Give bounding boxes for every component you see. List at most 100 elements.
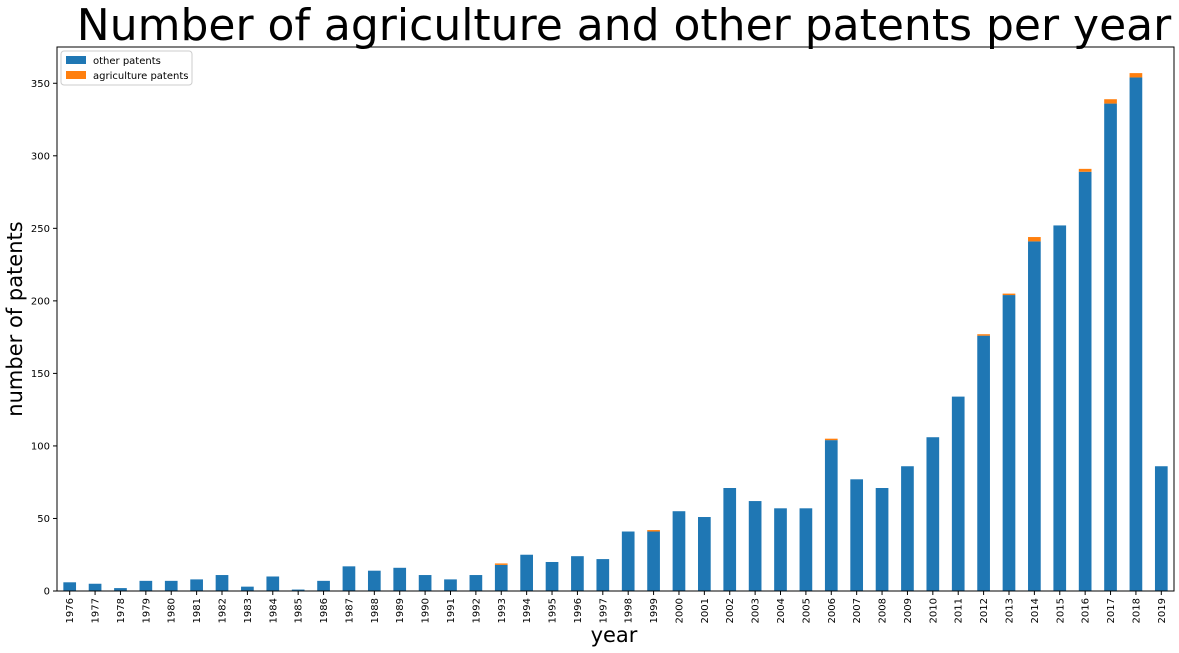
bar-other-1988: [368, 571, 381, 591]
x-tick-label: 2004: [776, 598, 787, 623]
x-axis: 1976 1977 1978 1979 1980 1981 1982 1983 1984 1985…: [65, 591, 1168, 623]
x-tick-label: 1979: [141, 598, 152, 623]
legend-swatch: [66, 71, 86, 79]
bar-agriculture-2016: [1079, 169, 1092, 172]
plot-area: [63, 73, 1167, 591]
bar-other-1997: [596, 559, 609, 591]
legend-swatch: [66, 56, 86, 64]
bar-other-2015: [1053, 225, 1066, 591]
bar-agriculture-1993: [495, 563, 508, 564]
y-tick-label: 50: [37, 514, 50, 525]
y-axis: 0 50 100 150 200 250 300 350: [31, 79, 57, 598]
x-tick-label: 1985: [294, 598, 305, 623]
bar-other-2016: [1079, 172, 1092, 591]
bar-other-2005: [800, 508, 813, 591]
y-tick-label: 250: [31, 224, 50, 235]
x-tick-label: 1990: [421, 598, 432, 623]
x-tick-label: 1977: [91, 598, 102, 623]
x-tick-label: 1976: [65, 598, 76, 623]
x-tick-label: 1980: [167, 598, 178, 623]
bar-agriculture-2014: [1028, 237, 1041, 241]
bar-other-1994: [520, 555, 533, 591]
x-tick-label: 1983: [243, 598, 254, 623]
x-tick-label: 2005: [801, 598, 812, 623]
bar-other-2002: [723, 488, 736, 591]
x-tick-label: 1993: [497, 598, 508, 623]
bar-other-2017: [1104, 104, 1117, 591]
x-tick-label: 1987: [344, 598, 355, 623]
x-tick-label: 1982: [218, 598, 229, 623]
bar-other-2008: [876, 488, 889, 591]
bar-agriculture-1999: [647, 530, 660, 531]
y-tick-label: 200: [31, 296, 50, 307]
x-tick-label: 2012: [979, 598, 990, 623]
x-tick-label: 1997: [598, 598, 609, 623]
x-tick-label: 2010: [928, 598, 939, 623]
y-tick-label: 150: [31, 369, 50, 380]
bar-other-2018: [1130, 77, 1143, 591]
x-tick-label: 2015: [1055, 598, 1066, 623]
bar-other-1998: [622, 532, 635, 591]
chart-title: Number of agriculture and other patents …: [77, 0, 1172, 51]
bar-other-1989: [393, 568, 406, 591]
bar-other-1986: [317, 581, 330, 591]
x-tick-label: 1994: [522, 598, 533, 623]
x-tick-label: 1991: [446, 598, 457, 623]
bar-other-1980: [165, 581, 178, 591]
x-tick-label: 2003: [751, 598, 762, 623]
bar-agriculture-2013: [1003, 294, 1016, 295]
x-tick-label: 2011: [954, 598, 965, 623]
bar-other-1993: [495, 565, 508, 591]
bar-other-2007: [850, 479, 863, 591]
y-tick-label: 300: [31, 151, 50, 162]
bar-other-2019: [1155, 466, 1168, 591]
x-tick-label: 1998: [624, 598, 635, 623]
x-axis-label: year: [591, 623, 638, 647]
bar-agriculture-2017: [1104, 99, 1117, 103]
legend-label: other patents: [93, 56, 161, 67]
x-tick-label: 2018: [1131, 598, 1142, 623]
x-tick-label: 1984: [268, 598, 279, 623]
x-tick-label: 1988: [370, 598, 381, 623]
x-tick-label: 1996: [573, 598, 584, 623]
x-tick-label: 1989: [395, 598, 406, 623]
y-tick-label: 0: [44, 587, 50, 598]
x-tick-label: 2006: [827, 598, 838, 623]
bar-other-2003: [749, 501, 762, 591]
x-tick-label: 2017: [1106, 598, 1117, 623]
x-tick-label: 1978: [116, 598, 127, 623]
bar-other-2011: [952, 397, 965, 591]
x-tick-label: 1981: [192, 598, 203, 623]
x-tick-label: 2007: [852, 598, 863, 623]
bar-other-1981: [190, 579, 203, 591]
y-tick-label: 350: [31, 79, 50, 90]
legend-label: agriculture patents: [93, 71, 188, 82]
bar-other-1992: [470, 575, 483, 591]
x-tick-label: 1992: [471, 598, 482, 623]
bar-other-2004: [774, 508, 787, 591]
bar-other-1991: [444, 579, 457, 591]
bar-agriculture-2018: [1130, 73, 1143, 77]
bar-other-1984: [266, 576, 279, 591]
x-tick-label: 2008: [878, 598, 889, 623]
bar-other-1983: [241, 587, 254, 591]
bar-other-1996: [571, 556, 584, 591]
legend: other patents agriculture patents: [61, 51, 192, 85]
bar-other-1982: [216, 575, 229, 591]
bar-other-2010: [926, 437, 939, 591]
x-tick-label: 2016: [1081, 598, 1092, 623]
x-tick-label: 2000: [674, 598, 685, 623]
bar-other-1976: [63, 582, 76, 591]
bar-other-2012: [977, 336, 990, 591]
bar-other-2009: [901, 466, 914, 591]
bar-other-2000: [673, 511, 686, 591]
x-tick-label: 2002: [725, 598, 736, 623]
bar-other-2006: [825, 440, 838, 591]
x-tick-label: 2009: [903, 598, 914, 623]
bar-other-1999: [647, 532, 660, 591]
x-tick-label: 1986: [319, 598, 330, 623]
x-tick-label: 2013: [1004, 598, 1015, 623]
y-tick-label: 100: [31, 441, 50, 452]
bar-other-2014: [1028, 241, 1041, 591]
